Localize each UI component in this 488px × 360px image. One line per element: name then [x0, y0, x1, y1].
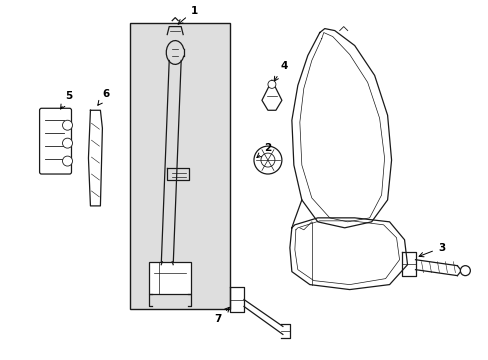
- Text: 1: 1: [178, 6, 197, 24]
- Circle shape: [62, 120, 72, 130]
- Text: 5: 5: [61, 91, 72, 109]
- Polygon shape: [88, 110, 102, 206]
- Text: 7: 7: [214, 307, 229, 324]
- Text: 6: 6: [98, 89, 110, 105]
- Text: 3: 3: [418, 243, 444, 257]
- Circle shape: [62, 138, 72, 148]
- Circle shape: [267, 80, 275, 88]
- FancyBboxPatch shape: [40, 108, 71, 174]
- Polygon shape: [289, 218, 407, 289]
- Bar: [130, 23, 229, 310]
- Text: 4: 4: [273, 62, 287, 81]
- Text: 2: 2: [256, 143, 271, 158]
- Polygon shape: [262, 80, 281, 110]
- Bar: [149, 262, 191, 293]
- Circle shape: [459, 266, 469, 276]
- Circle shape: [261, 153, 274, 167]
- Circle shape: [253, 146, 281, 174]
- Polygon shape: [291, 28, 391, 228]
- Circle shape: [62, 156, 72, 166]
